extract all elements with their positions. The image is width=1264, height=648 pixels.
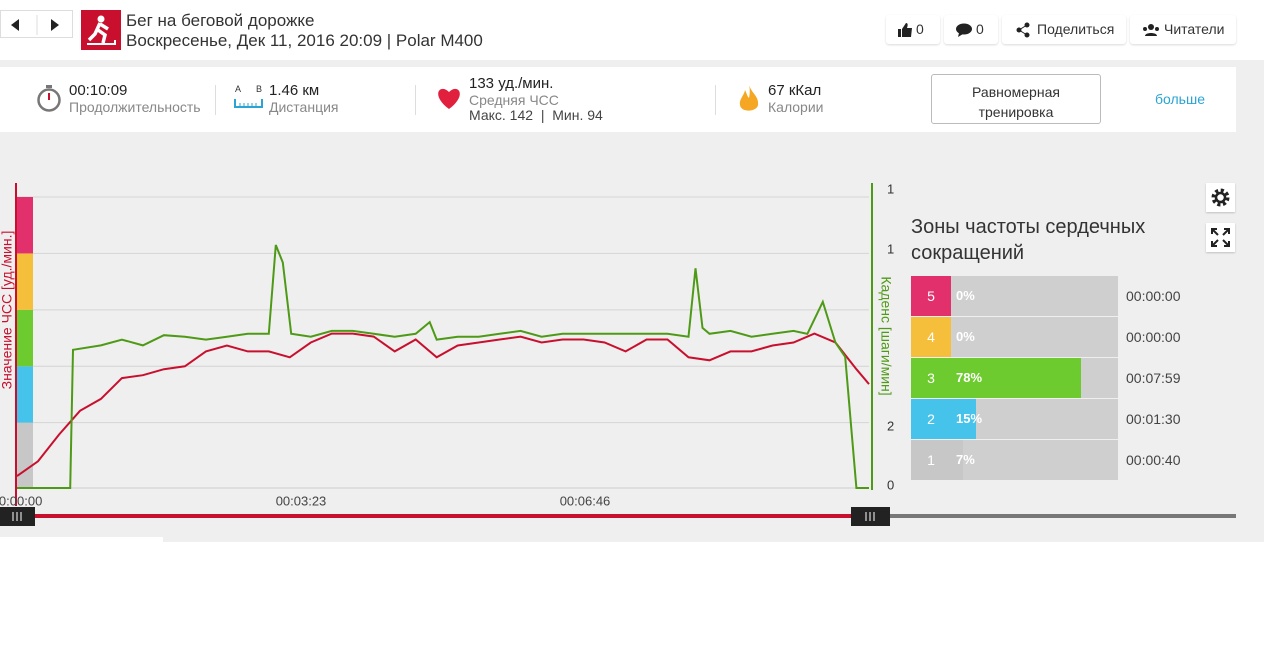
nav-arrows [11, 15, 59, 35]
hr-min: Мин. 94 [552, 107, 603, 123]
zone-bar [951, 399, 977, 439]
share-button[interactable]: Поделиться [1002, 15, 1126, 44]
zone-band [17, 253, 33, 310]
chart-body: Значение ЧСС [уд./мин.] Каденс [шаги/мин]… [0, 181, 894, 508]
zone-time: 00:01:30 [1126, 411, 1181, 427]
zone-number: 3 [911, 358, 951, 398]
comment-icon [956, 23, 972, 37]
duration-label: Продолжительность [69, 99, 201, 115]
x-tick-label: 00:00:00 [0, 493, 42, 508]
fullscreen-button[interactable] [1206, 223, 1235, 252]
separator: | [540, 107, 545, 123]
zone-track [951, 399, 1118, 439]
y2-axis-title: Каденс [шаги/мин] [878, 276, 894, 395]
hr-avg: 133 уд./мин. [469, 75, 554, 92]
zones-title: Зоны частоты сердечных сокращений [911, 216, 1146, 264]
zone-bar [951, 440, 963, 480]
divider [415, 85, 416, 115]
nav-buttons[interactable] [0, 10, 73, 38]
divider [215, 85, 216, 115]
y2-tick-label: 0 [887, 477, 894, 492]
series-line [17, 244, 869, 489]
zone-time: 00:00:00 [1126, 288, 1181, 304]
zone-track [951, 317, 1118, 357]
x-tick-label: 00:06:46 [560, 493, 611, 508]
calories-label: Калории [768, 99, 824, 115]
hr-range: Макс. 142 | Мин. 94 [469, 107, 603, 123]
share-icon [1016, 22, 1030, 38]
settings-button[interactable] [1206, 183, 1235, 212]
zone-band [17, 366, 33, 423]
y2-tick-label: 1 [887, 241, 894, 256]
chart: Значение ЧСС [уд./мин.] Каденс [шаги/мин]… [0, 181, 894, 508]
like-count: 0 [916, 21, 924, 37]
tab [0, 537, 163, 542]
like-icon [898, 23, 912, 37]
followers-label: Читатели [1164, 21, 1225, 37]
y-axis-title: Значение ЧСС [уд./мин.] [0, 231, 15, 390]
more-link[interactable]: больше [1155, 91, 1205, 107]
zone-number: 1 [911, 440, 951, 480]
distance-icon-a: A [235, 84, 242, 94]
zone-percent: 0% [956, 329, 975, 344]
zone-track [951, 440, 1118, 480]
zone-number: 5 [911, 276, 951, 316]
zone-time: 00:00:00 [1126, 329, 1181, 345]
distance-icon [234, 99, 263, 108]
zone-number: 4 [911, 317, 951, 357]
duration: 00:10:09 [69, 82, 128, 99]
gear-icon [1211, 188, 1230, 207]
title: Бег на беговой дорожке [126, 11, 315, 30]
zone-percent: 7% [956, 452, 975, 467]
heart-icon [438, 88, 460, 109]
zone-band [17, 422, 33, 488]
summary-bar: 00:10:09 Продолжительность A B 1.46 км Д… [0, 67, 1236, 132]
followers-icon [1143, 24, 1159, 36]
sport-icon [81, 10, 121, 50]
like-button[interactable]: 0 [886, 15, 940, 44]
hr-max: Макс. 142 [469, 107, 534, 123]
zone-band [17, 309, 33, 367]
expand-icon [1211, 228, 1230, 247]
divider [715, 85, 716, 115]
zone-percent: 78% [956, 370, 983, 385]
calories-icon [739, 85, 759, 111]
zone-number: 2 [911, 399, 951, 439]
zone-percent: 15% [956, 411, 983, 426]
y2-tick-label: 2 [887, 418, 894, 433]
y2-tick-label: 1 [887, 181, 894, 196]
zone-bar [951, 358, 1082, 398]
distance-icon-b: B [256, 84, 263, 94]
zone-track [951, 276, 1118, 316]
distance: 1.46 км [269, 82, 320, 99]
distance-label: Дистанция [269, 99, 339, 115]
comment-button[interactable]: 0 [944, 15, 998, 44]
followers-button[interactable]: Читатели [1130, 15, 1236, 44]
series-line [16, 332, 870, 477]
zone-time: 00:00:40 [1126, 452, 1181, 468]
zone-percent: 0% [956, 288, 975, 303]
x-tick-label: 00:03:23 [276, 493, 327, 508]
subtitle: Воскресенье, Дек 11, 2016 20:09 | Polar … [126, 31, 483, 50]
benefit-button[interactable]: Равномерная тренировка [931, 74, 1101, 124]
comment-count: 0 [976, 21, 984, 37]
share-label: Поделиться [1037, 21, 1115, 37]
duration-icon [37, 85, 61, 112]
hr-avg-label: Средняя ЧСС [469, 92, 559, 108]
zone-time: 00:07:59 [1126, 370, 1181, 386]
calories: 67 кКал [768, 82, 822, 99]
timeline [0, 507, 1236, 526]
zone-band [17, 197, 33, 254]
